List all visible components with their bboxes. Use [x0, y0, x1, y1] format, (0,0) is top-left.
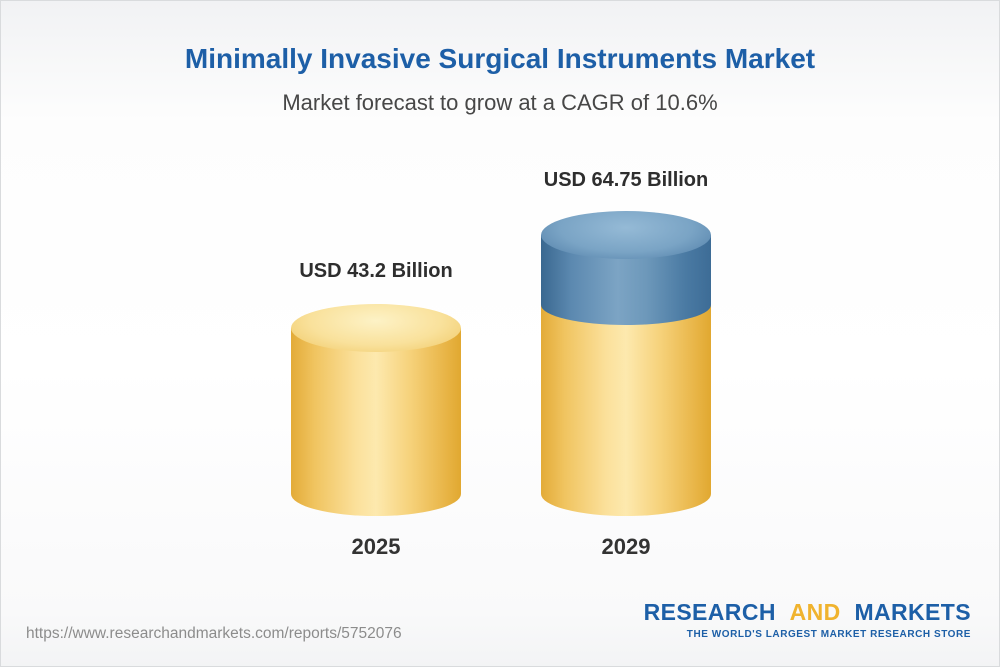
value-label-2029: USD 64.75 Billion [543, 169, 709, 191]
logo-word-and: AND [789, 599, 841, 625]
logo-tagline: THE WORLD'S LARGEST MARKET RESEARCH STOR… [686, 629, 971, 640]
axis-label-2029: 2029 [601, 534, 651, 559]
page-subtitle: Market forecast to grow at a CAGR of 10.… [282, 90, 718, 115]
logo-word-research: RESEARCH [643, 599, 776, 625]
axis-label-2025: 2025 [351, 534, 401, 559]
bar-2029 [541, 211, 711, 516]
research-and-markets-logo: RESEARCH AND MARKETS THE WORLD'S LARGEST… [644, 599, 971, 640]
page-title: Minimally Invasive Surgical Instruments … [184, 43, 816, 74]
logo-word-markets: MARKETS [854, 599, 971, 625]
value-label-2025: USD 43.2 Billion [299, 260, 453, 282]
report-url-link[interactable]: https://www.researchandmarkets.com/repor… [26, 625, 402, 642]
bar-2025 [291, 304, 461, 516]
bar-2025-cap [291, 304, 461, 352]
logo-wordmark: RESEARCH AND MARKETS [644, 599, 971, 626]
bar-2029-cap [541, 211, 711, 259]
bar-2025-body [291, 328, 461, 516]
